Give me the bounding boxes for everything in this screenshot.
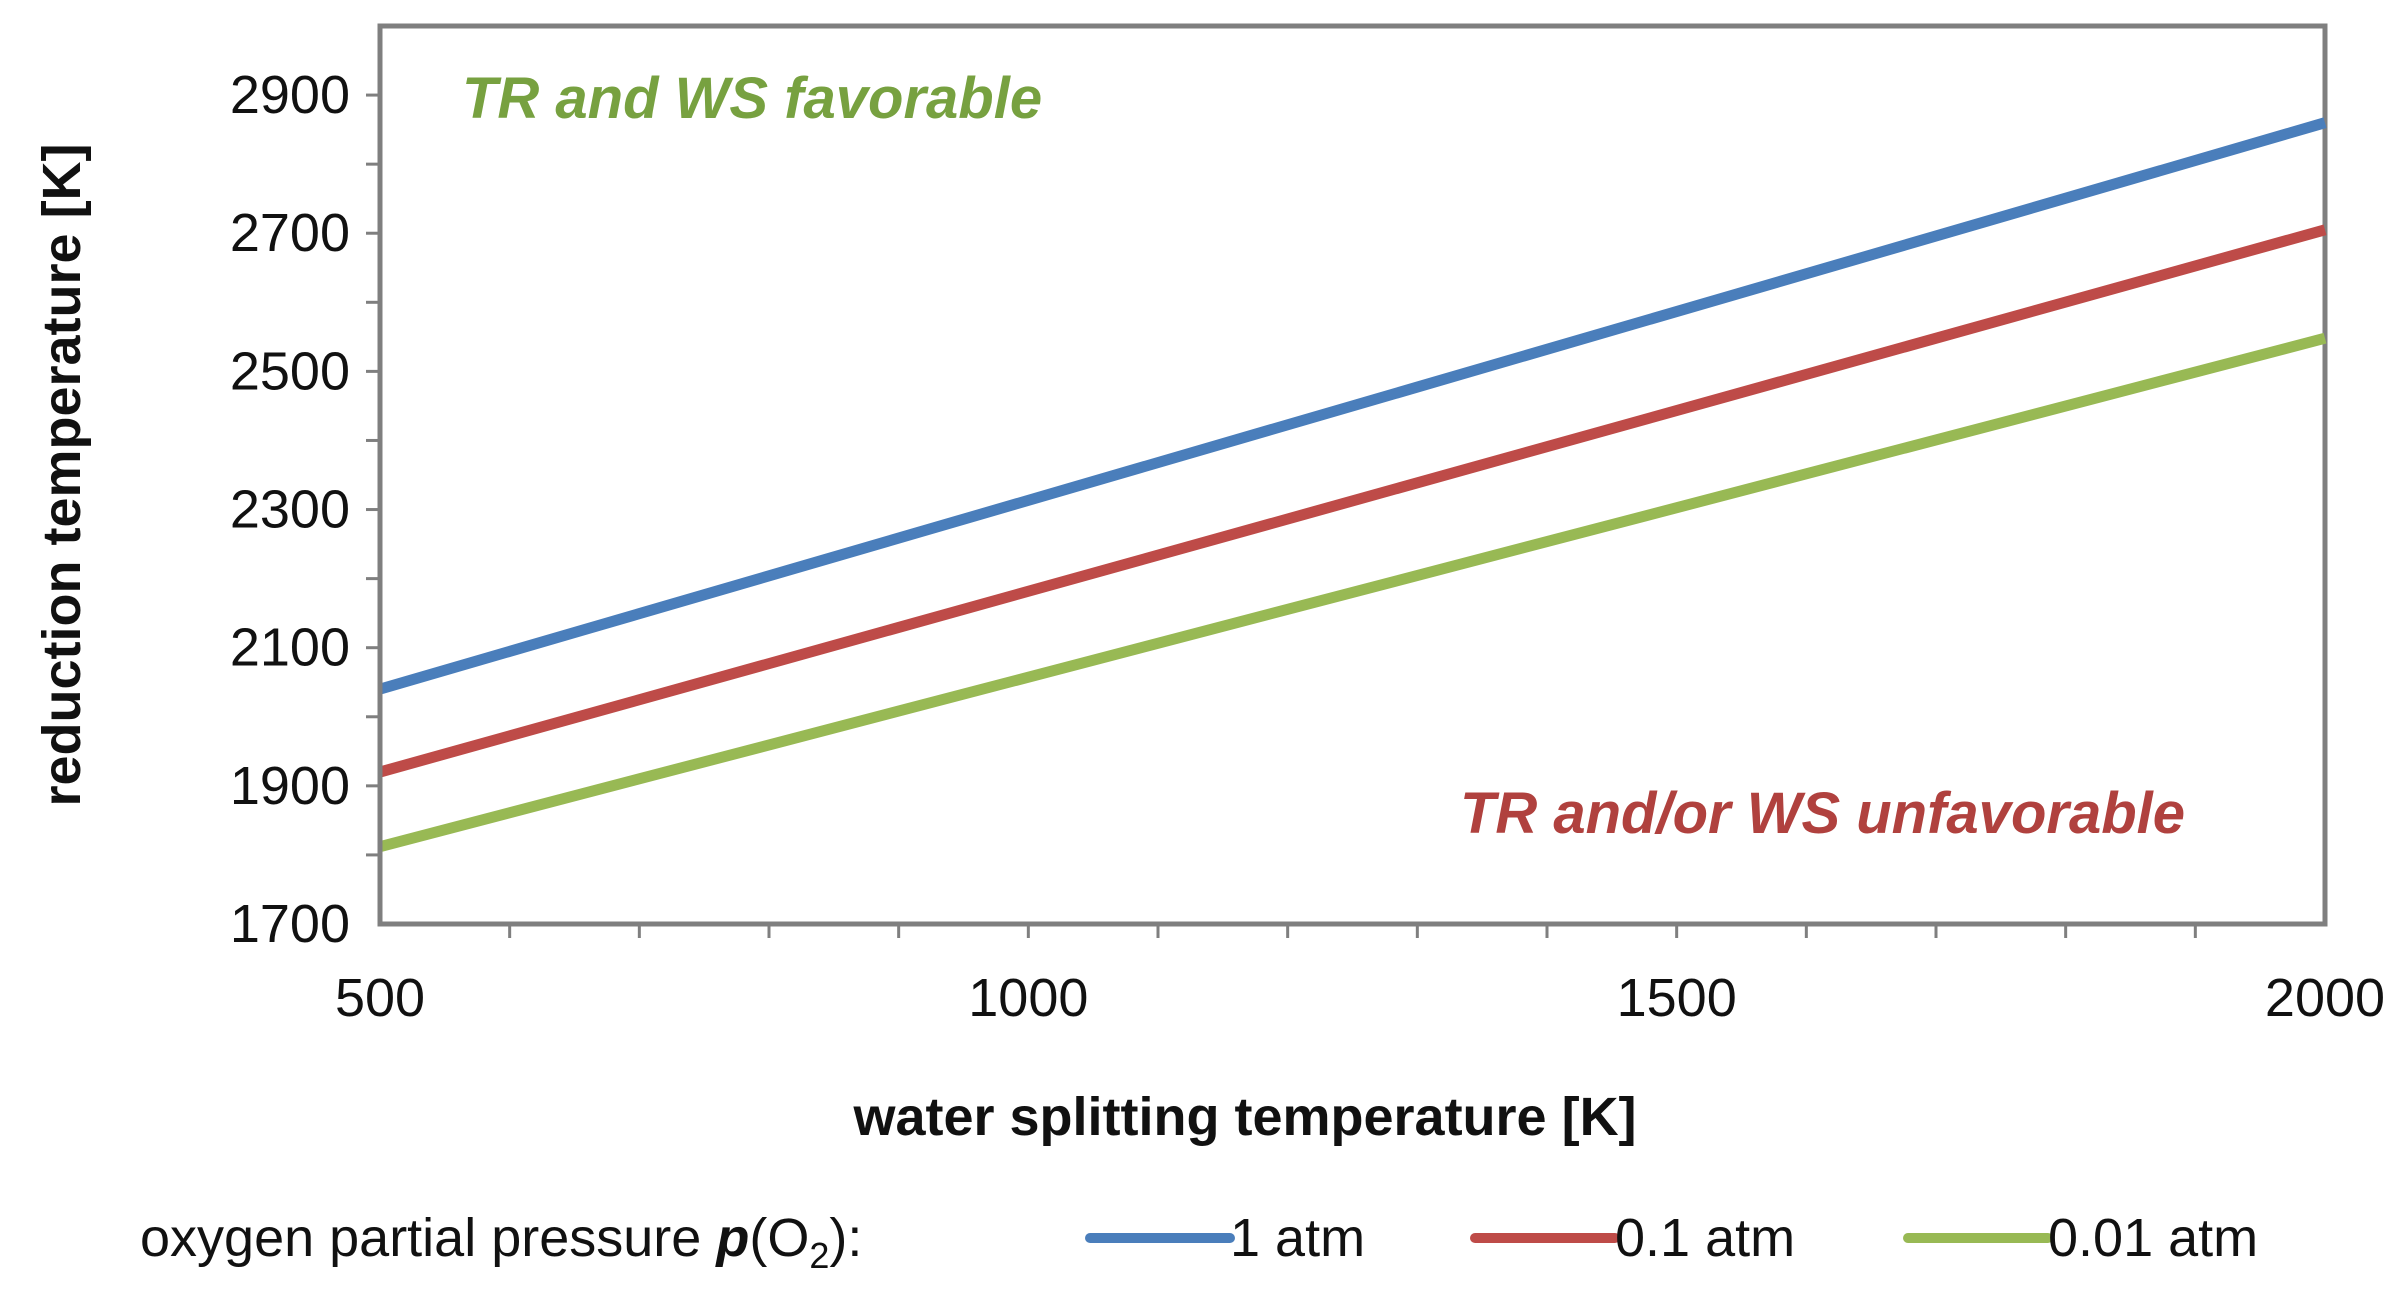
- x-tick-label: 1000: [968, 968, 1088, 1028]
- annotation-favorable: TR and WS favorable: [462, 66, 1042, 131]
- legend-title: oxygen partial pressure p(O2):: [140, 1208, 862, 1276]
- y-tick-label: 2900: [230, 65, 350, 125]
- legend: oxygen partial pressure p(O2): 1 atm 0.1…: [140, 1208, 2258, 1276]
- legend-prefix: oxygen partial pressure: [140, 1208, 701, 1268]
- x-axis-title: water splitting temperature [K]: [852, 1087, 1636, 1147]
- y-tick-label: 1900: [230, 756, 350, 816]
- y-tick-label: 2700: [230, 203, 350, 263]
- y-axis-title: reduction temperature [K]: [32, 143, 92, 806]
- legend-symbol-p: p: [714, 1208, 749, 1268]
- y-tick-label: 2300: [230, 480, 350, 540]
- series-line-1: [378, 117, 2327, 695]
- legend-label-0-01atm: 0.01 atm: [2048, 1208, 2258, 1268]
- y-tick-label: 2500: [230, 341, 350, 401]
- legend-label-1atm: 1 atm: [1230, 1208, 1365, 1268]
- x-tick-labels: 500 1000 1500 2000: [335, 968, 2385, 1028]
- x-tick-label: 2000: [2265, 968, 2385, 1028]
- legend-symbol-suffix: ):: [829, 1208, 862, 1268]
- x-tick-label: 1500: [1617, 968, 1737, 1028]
- series-line-2: [378, 224, 2327, 778]
- plot-area-frame: [377, 23, 2328, 927]
- legend-symbol-sub: 2: [809, 1235, 829, 1276]
- y-tick-label: 1700: [230, 894, 350, 954]
- series-line-3: [378, 332, 2327, 852]
- axes: [377, 26, 2325, 927]
- y-tick-label: 2100: [230, 618, 350, 678]
- legend-symbol-species: O: [767, 1208, 809, 1268]
- y-tick-labels: 1700 1900 2100 2300 2500 2700 2900: [230, 65, 350, 954]
- x-tick-label: 500: [335, 968, 425, 1028]
- legend-label-0-1atm: 0.1 atm: [1615, 1208, 1795, 1268]
- series-lines: [378, 117, 2327, 852]
- annotation-unfavorable: TR and/or WS unfavorable: [1460, 781, 2185, 846]
